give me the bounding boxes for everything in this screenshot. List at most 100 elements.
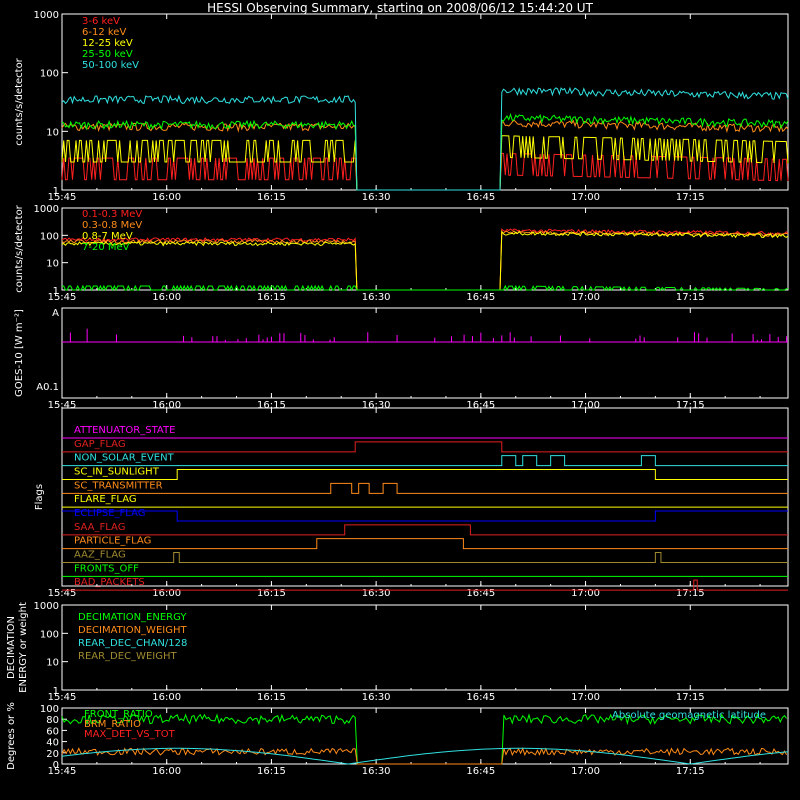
y-tick-label: A0.1 (36, 382, 59, 393)
x-tick-label: 16:45 (466, 766, 495, 777)
series-line-50-100-keV (61, 86, 789, 191)
x-tick-label: 16:15 (257, 692, 286, 703)
flag-trace (62, 524, 788, 536)
y-tick-label: 10 (46, 658, 59, 669)
x-tick-label: 17:15 (676, 400, 705, 411)
flag-trace (62, 469, 788, 480)
brm-ratio-line (61, 747, 788, 765)
y-tick-label: 100 (40, 231, 59, 242)
flag-label: NON_SOLAR_EVENT (74, 453, 175, 464)
flag-label: FRONTS_OFF (74, 563, 139, 574)
flag-label: SC_TRANSMITTER (74, 480, 163, 491)
x-tick-label: 16:00 (152, 400, 181, 411)
x-tick-label: 16:30 (362, 292, 391, 303)
legend-entry: REAR_DEC_WEIGHT (78, 651, 177, 662)
y-axis-label: GOES-10 [W m⁻²] (14, 309, 25, 397)
y-tick-label: 100 (40, 69, 59, 80)
legend-entry: 0.8-7 MeV (82, 231, 133, 242)
x-tick-label: 16:30 (362, 400, 391, 411)
x-tick-label: 17:00 (571, 192, 600, 203)
x-tick-label: 15:45 (48, 766, 77, 777)
legend-entry: Absolute geomagnetic latitude (612, 710, 766, 721)
flag-trace (62, 538, 788, 550)
y-tick-label: 1000 (34, 204, 59, 215)
panel-flags: 15:45 16:00 16:15 16:30 16:45 17:00 17:15 Flags… (34, 407, 789, 599)
y-tick-label: 1 (53, 286, 59, 297)
x-tick-label: 16:00 (152, 292, 181, 303)
flag-label: SC_IN_SUNLIGHT (74, 467, 160, 478)
x-tick-label: 16:45 (466, 400, 495, 411)
x-tick-label: 15:45 (48, 692, 77, 703)
x-tick-label: 17:15 (676, 292, 705, 303)
geomagnetic-latitude-line (61, 747, 789, 765)
x-tick-label: 16:45 (466, 192, 495, 203)
y-tick-label: 100 (40, 704, 59, 715)
panel-goes: 15:45 16:00 16:15 16:30 16:45 17:00 17:15 A A0.1… (14, 307, 789, 411)
legend-entry: BRM_RATIO (84, 719, 141, 730)
x-tick-label: 17:15 (676, 766, 705, 777)
x-tick-label: 15:45 (48, 292, 77, 303)
flag-trace (62, 441, 788, 453)
series-line-6-12-keV (61, 118, 789, 191)
legend-entry: 25-50 keV (82, 49, 133, 60)
legend-entry: 12-25 keV (82, 38, 133, 49)
x-tick-label: 17:00 (571, 766, 600, 777)
legend-entry: DECIMATION_ENERGY (78, 612, 187, 623)
x-tick-label: 16:45 (466, 692, 495, 703)
legend-entry: 0.1-0.3 MeV (82, 209, 142, 220)
y-axis-label: counts/s/detector (14, 204, 25, 292)
x-tick-label: 16:15 (257, 766, 286, 777)
x-tick-label: 15:45 (48, 400, 77, 411)
series-line-3-6-keV (61, 152, 789, 191)
legend-entry: 0.3-0.8 MeV (82, 220, 142, 231)
x-tick-label: 16:00 (152, 766, 181, 777)
panel-ratio: 15:45 16:00 16:15 16:30 16:45 17:00 17:15 02040… (6, 702, 789, 777)
x-tick-label: 17:15 (676, 692, 705, 703)
series-line-7-20-MeV (62, 284, 788, 292)
panel-lightcurve-low: 15:45 16:00 16:15 16:30 16:45 17:00 17:15 1 10 10… (14, 10, 789, 203)
flag-label: PARTICLE_FLAG (74, 536, 151, 547)
series-line-0-1-0-3-MeV (61, 228, 789, 291)
x-tick-label: 16:15 (257, 588, 286, 599)
legend-entry: 7-20 MeV (82, 242, 130, 253)
x-tick-label: 17:00 (571, 400, 600, 411)
legend-entry: DECIMATION_WEIGHT (78, 625, 187, 636)
x-tick-label: 15:45 (48, 192, 77, 203)
y-axis-label: Flags (34, 484, 45, 510)
flag-label: SAA_FLAG (74, 522, 125, 533)
flag-label: AAZ_FLAG (74, 550, 126, 561)
x-tick-label: 16:15 (257, 192, 286, 203)
legend-entry: 3-6 keV (82, 16, 120, 27)
legend-entry: MAX_DET_VS_TOT (84, 729, 176, 740)
x-tick-label: 17:00 (571, 588, 600, 599)
y-tick-label: 10 (46, 127, 59, 138)
y-tick-label: 1 (53, 186, 59, 197)
x-tick-label: 16:15 (257, 292, 286, 303)
x-tick-label: 16:30 (362, 692, 391, 703)
flag-label: ECLIPSE_FLAG (74, 508, 145, 519)
x-tick-label: 16:30 (362, 192, 391, 203)
flag-label: FLARE_FLAG (74, 494, 137, 505)
y-tick-label: 80 (46, 715, 59, 726)
x-tick-label: 17:00 (571, 692, 600, 703)
panel-lightcurve-high: 15:45 16:00 16:15 16:30 16:45 17:00 17:15 1 10 10… (14, 204, 789, 303)
x-tick-label: 16:15 (257, 400, 286, 411)
x-tick-label: 16:30 (362, 766, 391, 777)
legend-entry: FRONT_RATIO (84, 709, 153, 720)
panel-decimation: 15:45 16:00 16:15 16:30 16:45 17:00 17:15 1 10 10… (6, 601, 789, 703)
x-tick-label: 15:45 (48, 588, 77, 599)
y-axis-label: counts/s/detector (14, 57, 25, 145)
y-tick-label: A (52, 308, 59, 319)
legend-entry: 50-100 keV (82, 60, 139, 71)
x-tick-label: 17:15 (676, 588, 705, 599)
flag-label: GAP_FLAG (74, 439, 126, 450)
flag-trace (62, 510, 788, 522)
x-tick-label: 16:00 (152, 692, 181, 703)
y-axis-label: DECIMATION (6, 616, 17, 679)
panel-frame (61, 207, 789, 291)
flag-label: BAD_PACKETS (74, 577, 145, 588)
y-axis-label: ENERGY or weight (18, 602, 29, 693)
y-tick-label: 10 (46, 259, 59, 270)
flag-label: ATTENUATOR_STATE (74, 425, 175, 436)
